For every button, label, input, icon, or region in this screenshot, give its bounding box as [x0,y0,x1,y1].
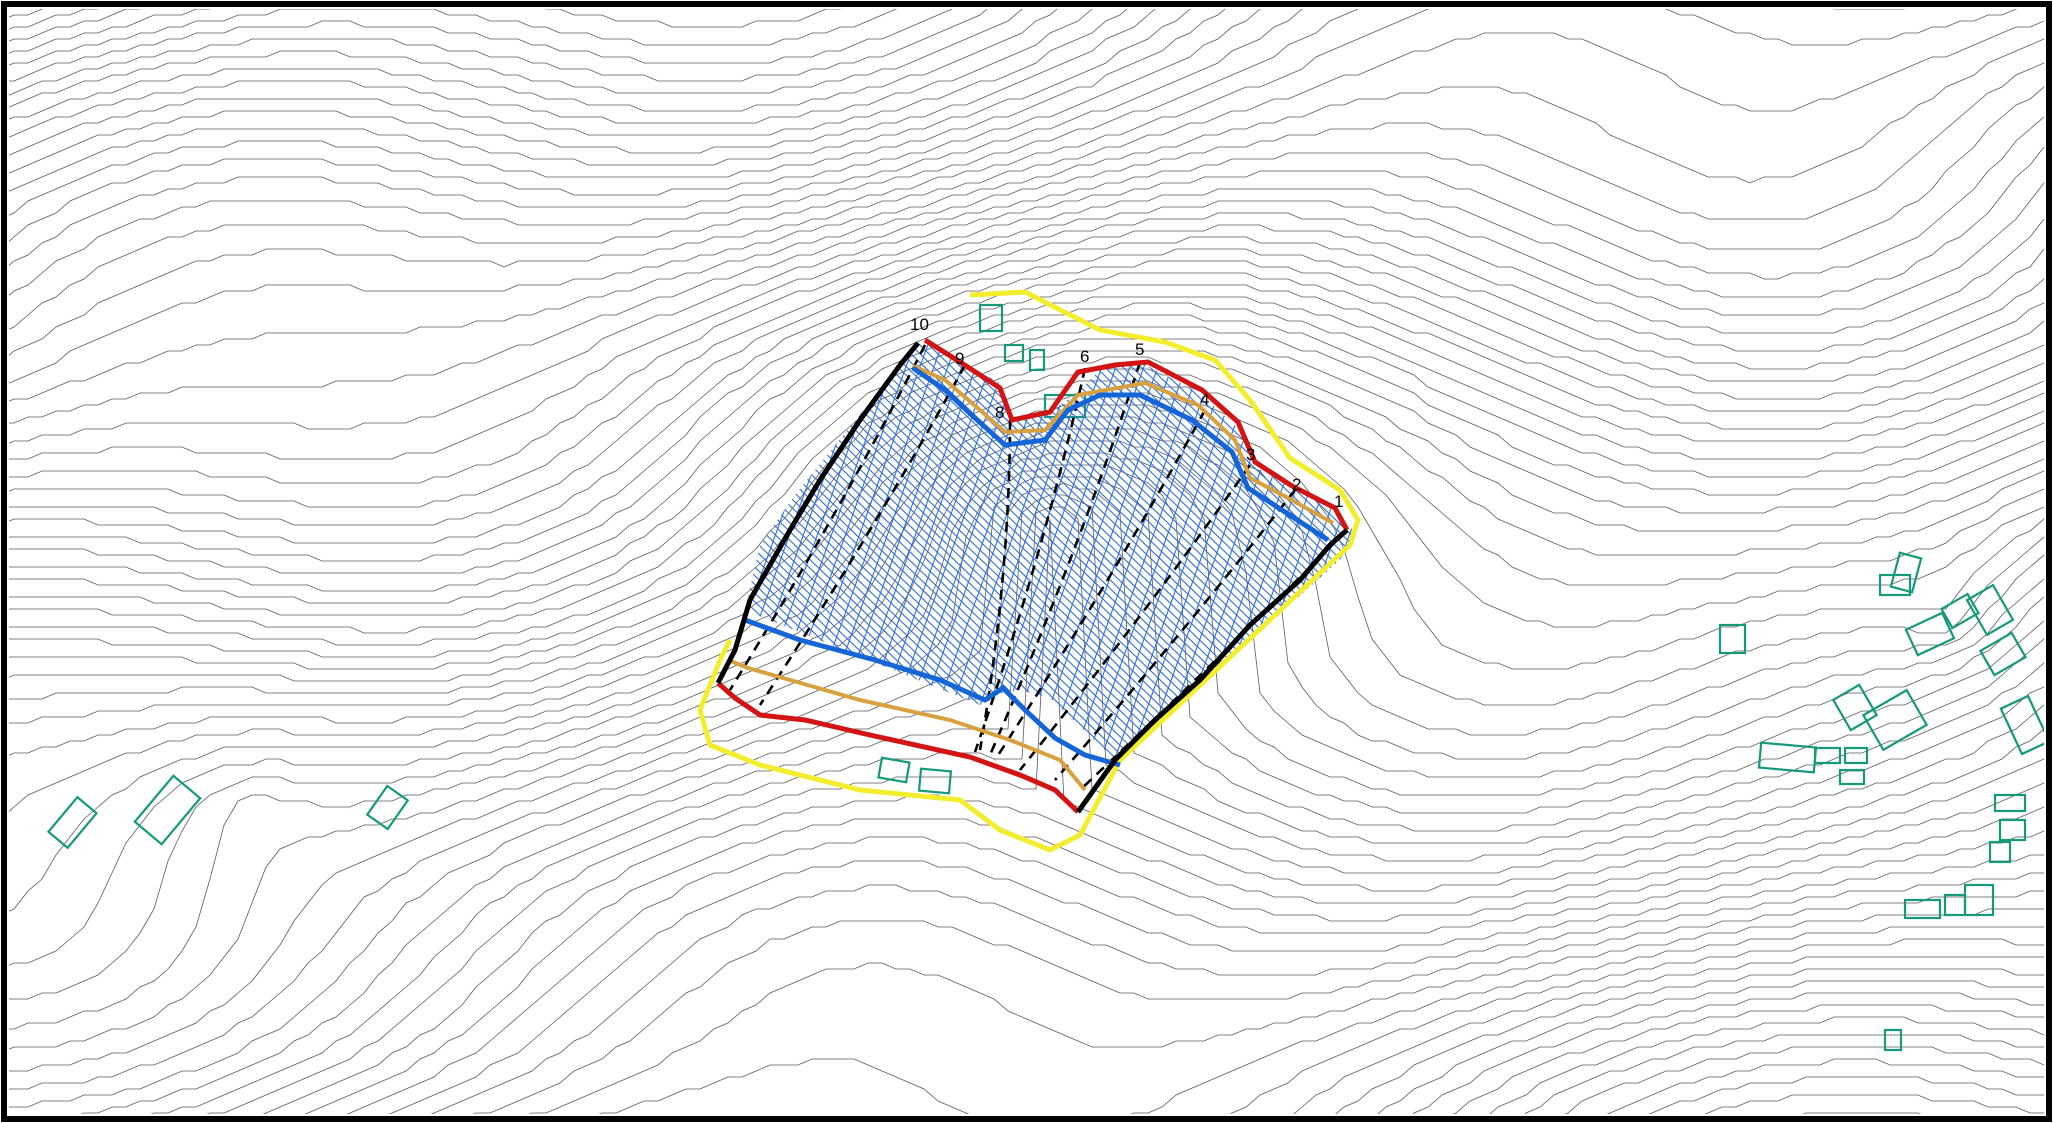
section-label-8: 8 [995,403,1004,422]
section-label-3: 3 [1246,445,1255,464]
slope-toe-line [744,365,1330,768]
building-footprints [46,303,2044,1052]
section-label-2: 2 [1292,475,1301,494]
slope-berm-line [727,364,1334,792]
section-label-6: 6 [1080,347,1089,366]
section-label-5: 5 [1135,340,1144,359]
slope-outer-boundary [715,341,1349,814]
section-label-10: 10 [910,315,929,334]
section-label-4: 4 [1200,390,1209,409]
site-boundary-line [697,289,1361,853]
terrain-contours [9,9,2044,1114]
section-label-9: 9 [955,349,964,368]
section-label-1: 1 [1334,492,1343,511]
slope-crest-line [716,337,1350,814]
